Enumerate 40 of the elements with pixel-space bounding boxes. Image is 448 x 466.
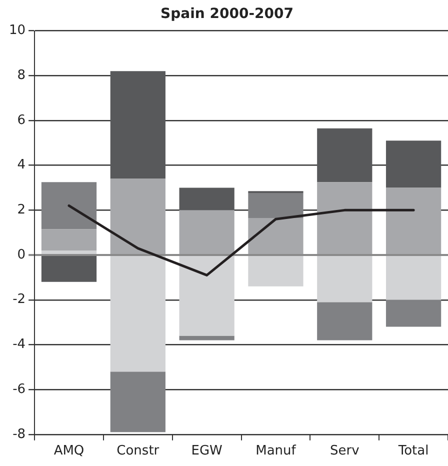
x-tick-label: AMQ <box>54 444 84 459</box>
bar <box>41 182 97 230</box>
bar <box>179 210 234 254</box>
bar <box>317 256 372 302</box>
y-tick-label: -8 <box>12 426 26 442</box>
y-tick-label: 4 <box>17 158 26 173</box>
y-tick-label: 2 <box>17 202 26 218</box>
bar <box>386 300 442 327</box>
bar <box>41 229 97 251</box>
bar <box>179 256 234 336</box>
bar <box>248 218 304 254</box>
bar <box>110 71 166 179</box>
bar <box>317 182 372 254</box>
bar <box>41 256 97 282</box>
x-tick-label: EGW <box>191 444 223 459</box>
bar <box>386 256 442 300</box>
bar <box>110 372 166 432</box>
y-tick-label: -2 <box>12 292 26 308</box>
bar <box>248 193 304 218</box>
x-tick-label: Constr <box>116 444 160 459</box>
y-tick-label: 6 <box>17 112 26 128</box>
y-tick-label: 10 <box>8 23 26 38</box>
bar <box>317 128 372 182</box>
y-tick-label: -6 <box>12 382 26 397</box>
bar <box>179 188 234 210</box>
bar <box>110 178 166 254</box>
y-tick-label: 0 <box>17 247 26 262</box>
bar <box>248 256 304 286</box>
bar <box>110 256 166 372</box>
y-tick-label: 8 <box>17 68 26 84</box>
x-tick-label: Manuf <box>256 444 296 459</box>
y-tick-label: -4 <box>12 337 26 352</box>
chart-title: Spain 2000-2007 <box>160 6 294 22</box>
x-tick-label: Serv <box>330 444 360 459</box>
bar <box>386 140 442 188</box>
x-tick-label: Total <box>397 444 429 459</box>
bar <box>41 250 97 254</box>
bar <box>179 336 234 340</box>
bar <box>386 188 442 254</box>
bar <box>317 302 372 340</box>
